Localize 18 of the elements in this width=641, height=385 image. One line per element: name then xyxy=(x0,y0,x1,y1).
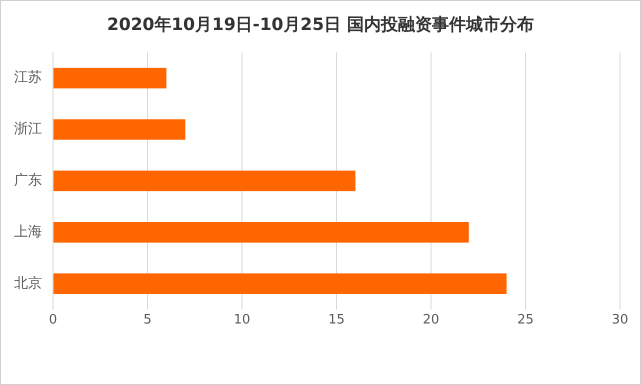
x-tick-label: 25 xyxy=(517,312,534,328)
x-tick-label: 5 xyxy=(143,312,152,328)
x-tick-label: 30 xyxy=(612,312,628,328)
y-tick-label: 浙江 xyxy=(14,121,42,138)
y-tick-label: 广东 xyxy=(14,172,42,189)
bar xyxy=(54,119,186,140)
y-tick-label: 江苏 xyxy=(14,70,42,86)
bar xyxy=(54,273,507,294)
chart-title: 2020年10月19日-10月25日 国内投融资事件城市分布 xyxy=(106,14,535,36)
x-tick-label: 10 xyxy=(234,312,250,328)
x-tick-label: 15 xyxy=(328,312,345,328)
y-tick-label: 北京 xyxy=(14,275,42,292)
bar xyxy=(54,222,469,243)
x-tick-label: 0 xyxy=(48,312,58,328)
x-tick-label: 20 xyxy=(422,312,440,328)
y-tick-label: 上海 xyxy=(14,224,42,240)
bar xyxy=(54,170,356,192)
bar xyxy=(54,68,166,88)
